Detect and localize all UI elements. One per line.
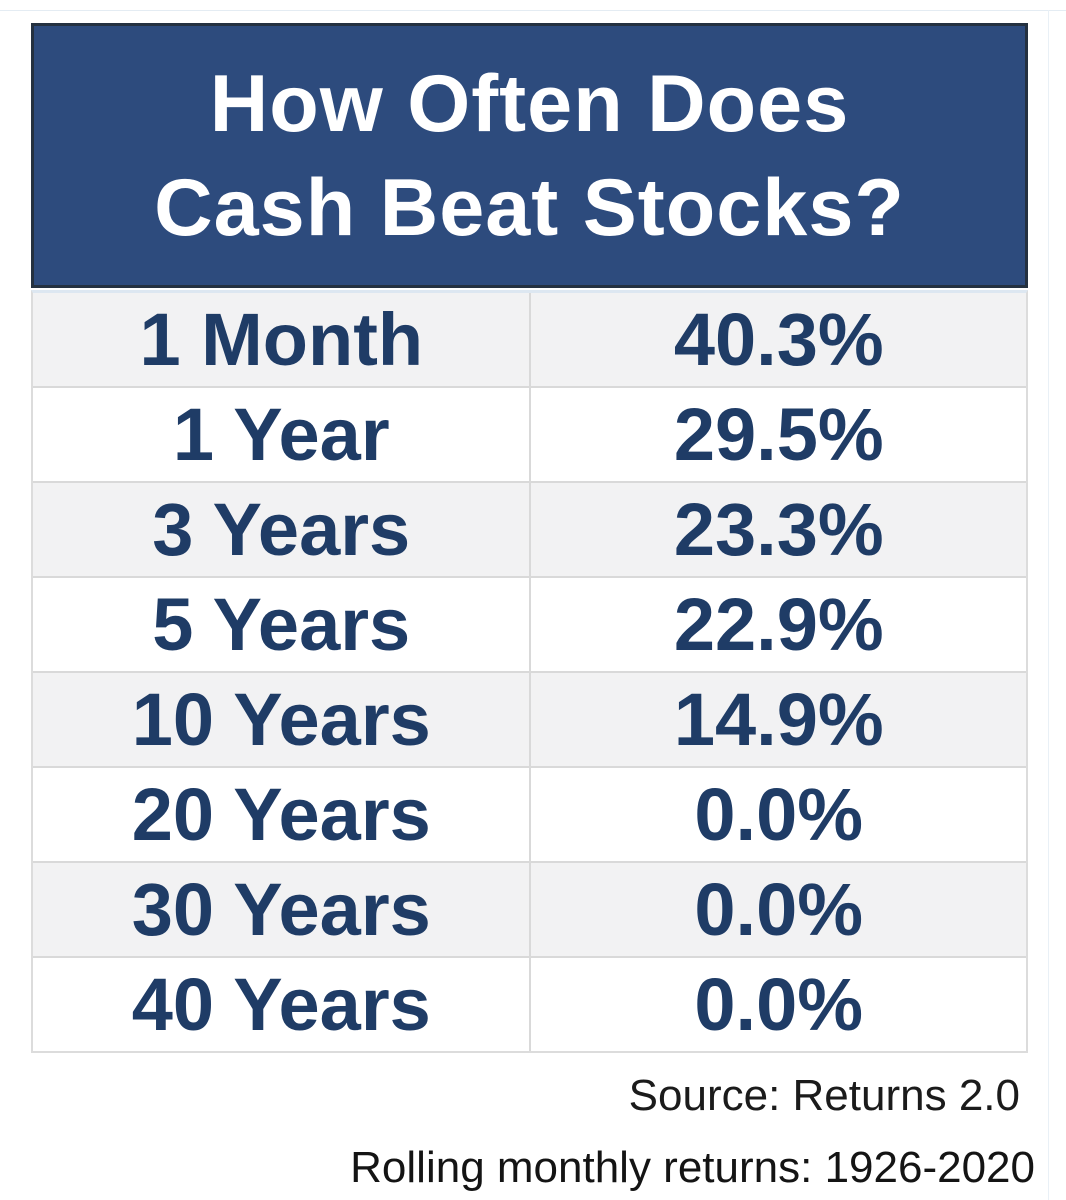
value-cell: 0.0% bbox=[694, 963, 864, 1046]
value-cell: 0.0% bbox=[694, 773, 864, 856]
period-cell: 30 Years bbox=[33, 863, 532, 956]
table-row: 3 Years 23.3% bbox=[33, 483, 1026, 578]
period-cell: 40 Years bbox=[33, 958, 532, 1051]
table-row: 5 Years 22.9% bbox=[33, 578, 1026, 673]
methodology-note: Rolling monthly returns: 1926-2020 bbox=[350, 1143, 1035, 1192]
data-table: 1 Month 40.3% 1 Year 29.5% 3 Years 23.3%… bbox=[31, 290, 1028, 1053]
screenshot-frame-top-line bbox=[0, 10, 1066, 11]
title-line-1: How Often Does bbox=[209, 58, 850, 149]
value-cell: 0.0% bbox=[694, 868, 864, 951]
table-row: 20 Years 0.0% bbox=[33, 768, 1026, 863]
value-cell: 23.3% bbox=[673, 488, 884, 571]
table-row: 40 Years 0.0% bbox=[33, 958, 1026, 1051]
period-cell: 1 Month bbox=[33, 293, 532, 386]
period-cell: 3 Years bbox=[33, 483, 532, 576]
table-row: 30 Years 0.0% bbox=[33, 863, 1026, 958]
period-cell: 10 Years bbox=[33, 673, 532, 766]
chart-title-banner: How Often Does Cash Beat Stocks? bbox=[31, 23, 1028, 288]
title-line-2: Cash Beat Stocks? bbox=[154, 162, 905, 253]
period-cell: 5 Years bbox=[33, 578, 532, 671]
source-note: Source: Returns 2.0 bbox=[628, 1071, 1020, 1120]
value-cell: 40.3% bbox=[673, 298, 884, 381]
period-cell: 20 Years bbox=[33, 768, 532, 861]
value-cell: 29.5% bbox=[673, 393, 884, 476]
screenshot-frame-right-line bbox=[1048, 10, 1049, 1200]
table-row: 1 Year 29.5% bbox=[33, 388, 1026, 483]
period-cell: 1 Year bbox=[33, 388, 532, 481]
value-cell: 14.9% bbox=[673, 678, 884, 761]
table-row: 10 Years 14.9% bbox=[33, 673, 1026, 768]
value-cell: 22.9% bbox=[673, 583, 884, 666]
table-row: 1 Month 40.3% bbox=[33, 293, 1026, 388]
